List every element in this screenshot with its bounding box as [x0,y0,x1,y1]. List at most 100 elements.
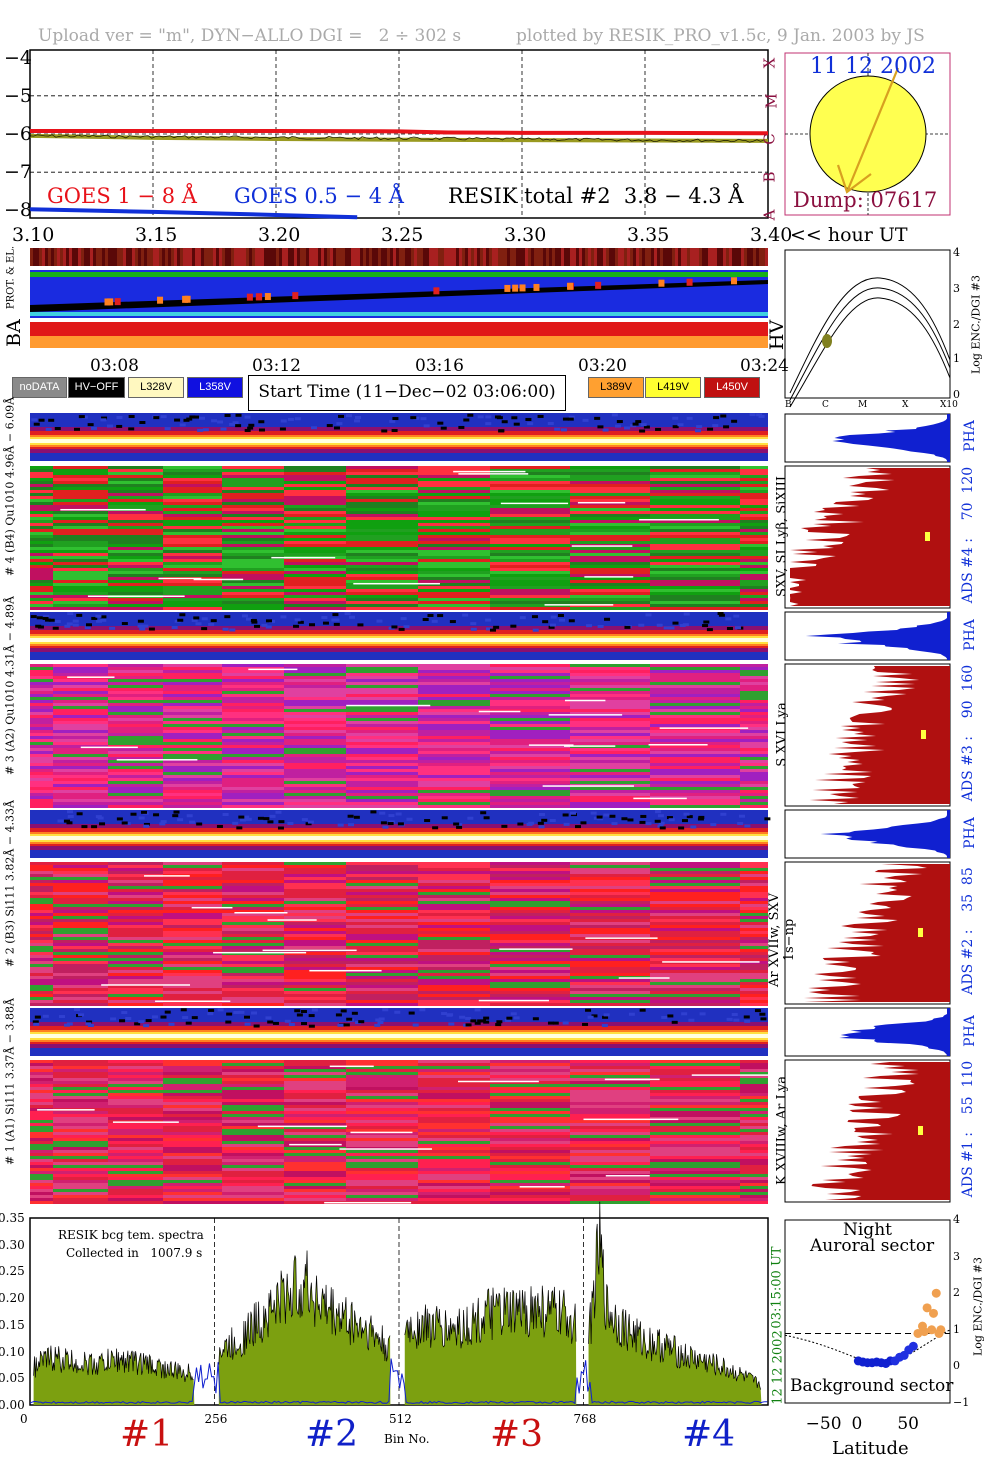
map-cell [740,490,768,493]
pha-noise [160,820,167,824]
map-cell [108,673,163,676]
map-cell [570,514,650,517]
map-cell [570,1195,650,1198]
prot-stripe [447,248,450,266]
map-cell [570,529,650,532]
map-cell [418,607,490,610]
pha-noise [717,612,724,616]
map-cell [570,967,650,970]
map-cell [740,1141,768,1144]
channel-3-histograms [784,611,951,807]
map-cell [490,1171,570,1174]
pha-noise [638,623,645,627]
map-cell [418,511,490,514]
map-cell [418,667,490,670]
map-cell [418,520,490,523]
prot-stripe [357,248,360,266]
map-cell [346,871,418,874]
map-cell [740,1144,768,1147]
map-cell [418,973,490,976]
pha-row [30,810,768,812]
map-cell [222,877,284,880]
prot-stripe [135,248,138,266]
map-cell [30,886,53,889]
pha-noise [180,1008,187,1012]
map-cell [284,754,346,757]
map-cell [570,493,650,496]
map-cell [30,526,53,529]
map-cell [346,1069,418,1072]
map-cell [490,1144,570,1147]
map-cell [346,1099,418,1102]
map-cell [222,862,284,865]
prot-stripe [654,248,657,266]
legend-l358v: L358V [187,377,243,398]
map-cell [346,1144,418,1147]
map-cell [30,1102,53,1105]
map-highlight [453,470,526,473]
map-cell [418,502,490,505]
map-cell [222,559,284,562]
map-highlight [60,508,146,511]
pha-row [30,437,768,439]
pha-noise [424,819,431,823]
map-cell [163,919,222,922]
pha-noise [326,424,333,428]
map-cell [222,979,284,982]
map-highlight [257,1125,348,1128]
pha-noise [656,623,663,627]
pha-noise [164,427,171,431]
prot-stripe [69,248,72,266]
map-cell [346,541,418,544]
map-cell [108,1108,163,1111]
pha-noise [257,816,264,820]
map-cell [490,514,570,517]
map-cell [418,922,490,925]
pha-noise [541,818,548,822]
prot-stripe [51,248,54,266]
map-cell [108,547,163,550]
prot-stripe [468,248,471,266]
map-cell [30,1129,53,1132]
map-cell [346,919,418,922]
map-cell [284,1150,346,1153]
map-cell [163,529,222,532]
map-cell [163,943,222,946]
map-cell [53,781,108,784]
map-cell [490,937,570,940]
map-cell [222,520,284,523]
map-cell [346,1003,418,1006]
map-highlight [478,999,549,1002]
ads-histogram [811,1062,950,1200]
map-cell [53,982,108,985]
map-cell [740,1192,768,1195]
map-highlight [583,1118,679,1121]
prot-stripe [741,248,744,266]
pha-noise [388,820,395,824]
map-cell [53,724,108,727]
map-cell [163,523,222,526]
map-cell [570,511,650,514]
map-cell [222,1192,284,1195]
map-cell [490,574,570,577]
map-cell [570,976,650,979]
map-cell [53,1099,108,1102]
lat-point-background [908,1341,918,1351]
pha-noise [232,821,239,825]
map-cell [163,1126,222,1129]
map-cell [740,1201,768,1204]
map-cell [346,925,418,928]
pha-noise [645,613,652,617]
map-cell [346,1060,418,1063]
map-cell [570,1150,650,1153]
map-cell [740,799,768,802]
map-cell [30,946,53,949]
map-cell [490,985,570,988]
pha-noise [258,420,265,424]
pha-noise [64,624,71,628]
map-cell [108,952,163,955]
map-cell [30,745,53,748]
map-cell [53,1084,108,1087]
pha-noise [562,417,569,421]
map-cell [346,694,418,697]
